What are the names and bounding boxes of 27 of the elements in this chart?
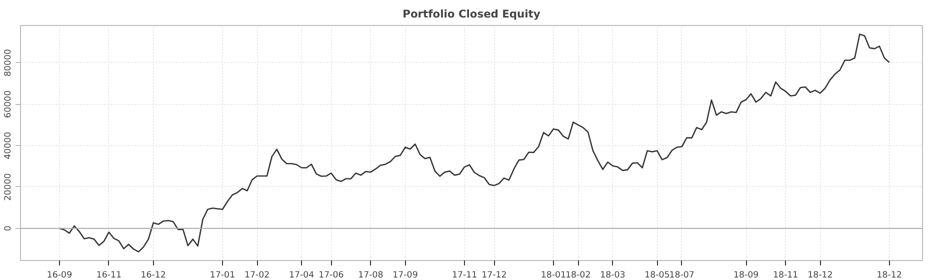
x-tick-label: 17-02 <box>244 270 270 280</box>
x-tick-label: 16-09 <box>46 270 72 280</box>
x-tick-label: 18-02 <box>566 270 591 280</box>
x-tick-label: 16-12 <box>140 270 166 280</box>
x-tick-label: 18-11 <box>773 270 798 280</box>
y-tick-label: 40000 <box>4 132 14 160</box>
x-tick-label: 18-07 <box>669 270 694 280</box>
x-tick-label: 17-04 <box>288 270 315 280</box>
line-series <box>58 34 890 252</box>
x-tick-label: 18-12 <box>808 270 833 280</box>
x-tick-label: 17-06 <box>318 270 344 280</box>
x-tick-label: 16-11 <box>96 270 122 280</box>
x-tick-label: 18-12 <box>876 270 902 280</box>
x-tick-label: 18-09 <box>733 270 759 280</box>
x-tick-label: 18-05 <box>644 270 670 280</box>
x-tick-label: 17-09 <box>392 270 418 280</box>
y-tick-label: 0 <box>4 226 14 232</box>
y-tick-label: 80000 <box>4 48 14 77</box>
x-tick-label: 17-12 <box>482 270 507 280</box>
x-tick-label: 18-03 <box>600 270 626 280</box>
y-tick-label: 60000 <box>4 90 14 118</box>
x-tick-label: 17-08 <box>358 270 384 280</box>
x-tick-label: 17-11 <box>452 270 478 280</box>
y-tick-label: 20000 <box>4 173 14 201</box>
chart-title: Portfolio Closed Equity <box>402 8 540 20</box>
x-tick-label: 17-01 <box>210 270 236 280</box>
x-tick-label: 18-01 <box>540 270 566 280</box>
